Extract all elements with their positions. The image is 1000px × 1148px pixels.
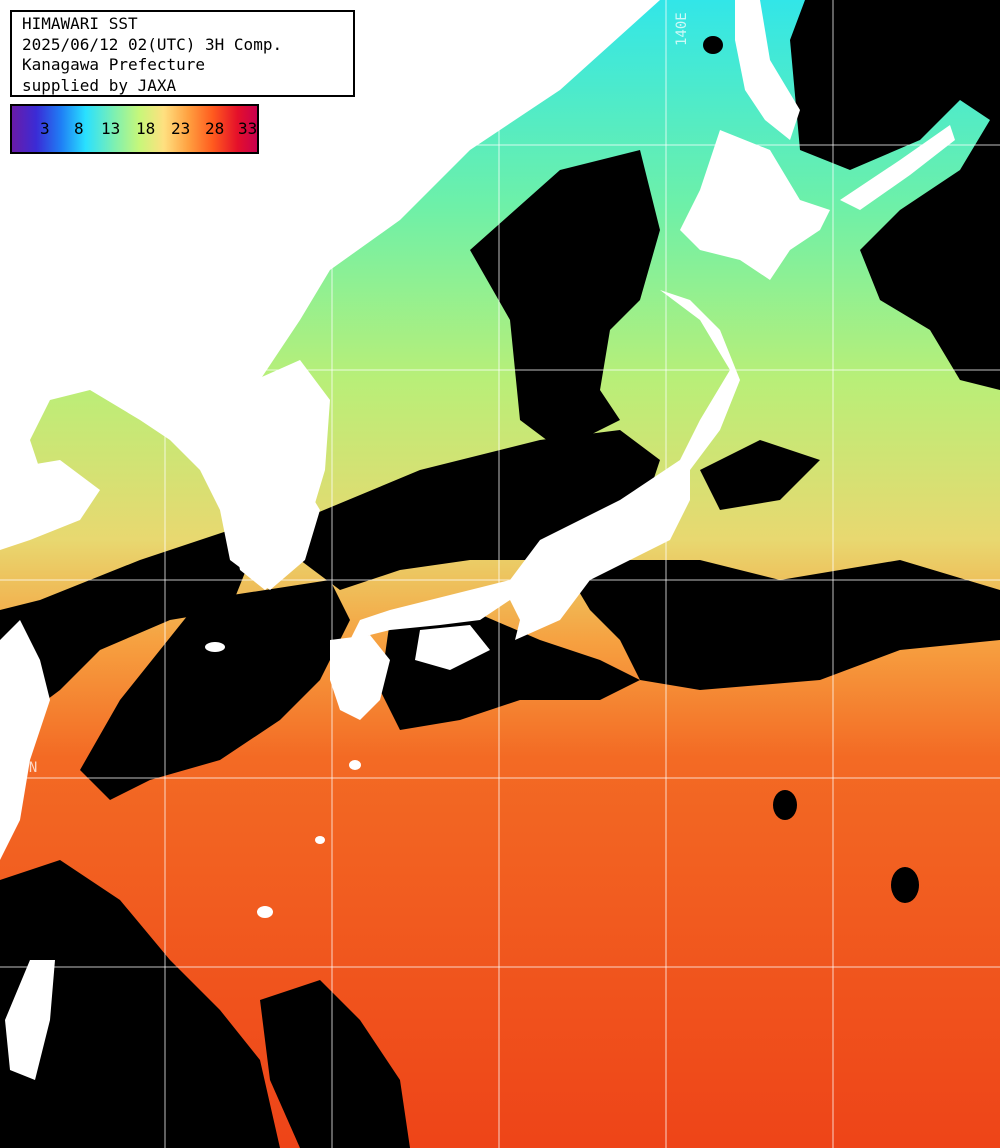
cloud-patch xyxy=(891,867,919,903)
info-box: HIMAWARI SST 2025/06/12 02(UTC) 3H Comp.… xyxy=(10,10,355,97)
land-island xyxy=(315,836,325,844)
legend-label: 18 xyxy=(136,119,156,138)
latitude-label-30n: 30N xyxy=(12,760,38,776)
legend-labels: 3 8 13 18 23 28 33 xyxy=(12,119,257,141)
longitude-label: 140E xyxy=(674,12,690,46)
cloud-patch xyxy=(773,790,797,820)
map-supplier: supplied by JAXA xyxy=(22,75,177,95)
cloud-area-sea-of-japan xyxy=(470,150,660,450)
land-kuril-chain xyxy=(840,125,955,210)
legend-label: 3 xyxy=(40,119,50,138)
cloud-area-east-china-sea xyxy=(0,860,280,1148)
cloud-area-northeast-lower xyxy=(700,440,820,510)
cloud-patch xyxy=(703,36,723,54)
map-datetime: 2025/06/12 02(UTC) 3H Comp. xyxy=(22,34,283,54)
map-region: Kanagawa Prefecture xyxy=(22,55,206,74)
land-island xyxy=(349,760,361,770)
legend-label: 13 xyxy=(101,119,121,138)
latitude-label-40n: 40N xyxy=(12,354,38,370)
legend-label: 8 xyxy=(74,119,84,138)
land-island xyxy=(257,906,273,918)
legend-label: 33 xyxy=(238,119,258,138)
legend-label: 23 xyxy=(171,119,191,138)
land-honshu xyxy=(350,290,740,640)
land-kyushu xyxy=(330,635,390,720)
land-liaodong xyxy=(0,330,80,400)
map-title: HIMAWARI SST xyxy=(22,14,138,33)
legend-label: 28 xyxy=(205,119,225,138)
land-sakhalin xyxy=(735,0,800,140)
land-shikoku xyxy=(415,625,490,670)
cloud-area-korea-strait xyxy=(80,580,350,800)
cloud-band-west xyxy=(0,530,250,720)
color-scale-legend: 3 8 13 18 23 28 33 xyxy=(10,104,259,154)
land-hokkaido xyxy=(680,130,830,280)
land-shandong xyxy=(0,460,100,550)
land-island xyxy=(205,642,225,652)
land-korea-peninsula xyxy=(230,360,330,590)
land-china-coast xyxy=(0,620,50,860)
cloud-area-northeast xyxy=(790,0,1000,390)
land-taiwan xyxy=(5,960,55,1080)
cloud-band-pacific xyxy=(560,560,1000,690)
cloud-area-ryukyu xyxy=(260,980,410,1148)
